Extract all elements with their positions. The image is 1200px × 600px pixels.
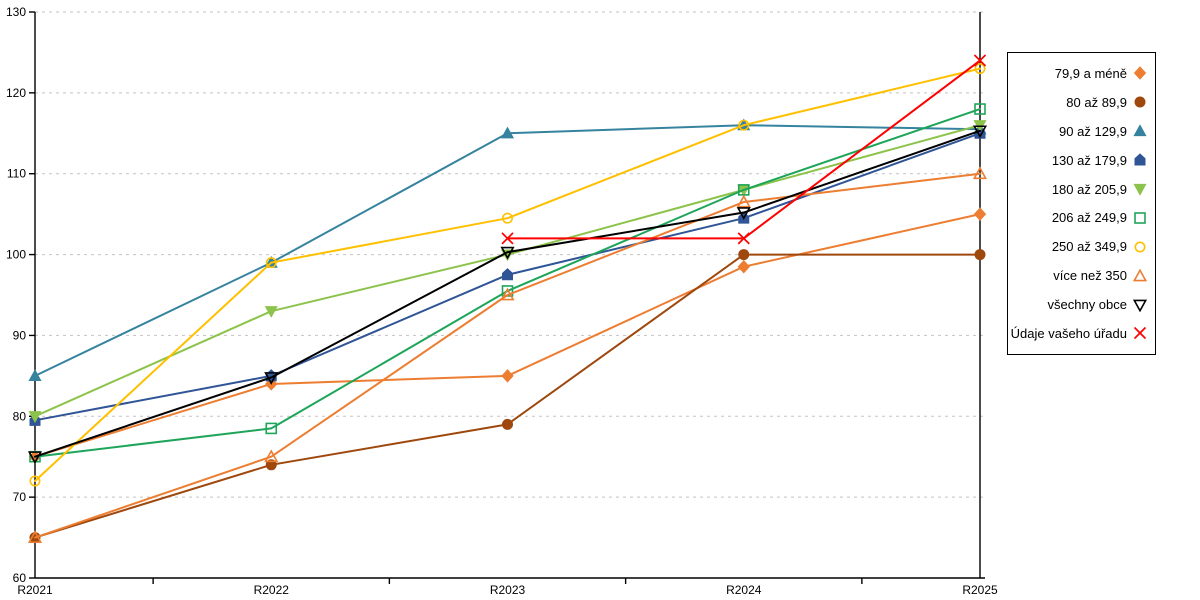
y-tick-label: 110 bbox=[7, 167, 26, 181]
legend-item: 180 až 205,9 bbox=[1016, 179, 1147, 199]
marker-x bbox=[1133, 327, 1147, 340]
legend-label: 206 až 249,9 bbox=[1051, 210, 1127, 226]
series-line bbox=[34, 253, 981, 539]
marker-square bbox=[974, 103, 986, 115]
legend-item: 250 až 349,9 bbox=[1016, 237, 1147, 257]
marker-diamond bbox=[1133, 66, 1147, 81]
legend-marker-icon bbox=[1133, 183, 1147, 196]
marker-diamond bbox=[737, 259, 750, 274]
marker-triangle-up bbox=[27, 530, 43, 543]
marker-x bbox=[737, 232, 750, 245]
series-line bbox=[34, 129, 981, 458]
legend-label: všechny obce bbox=[1047, 297, 1128, 313]
x-category-label: R2021 bbox=[17, 583, 53, 597]
legend-label: 79,9 a méně bbox=[1054, 65, 1127, 81]
marker-triangle-up bbox=[500, 126, 515, 139]
x-category-label: R2023 bbox=[490, 583, 526, 597]
legend-label: 130 až 179,9 bbox=[1051, 152, 1127, 168]
marker-triangle-up bbox=[1133, 268, 1147, 282]
marker-triangle-up bbox=[500, 287, 515, 301]
y-tick-label: 80 bbox=[13, 409, 27, 423]
legend-item: 90 až 129,9 bbox=[1016, 121, 1147, 141]
y-tick-label: 90 bbox=[13, 328, 27, 342]
marker-triangle-down bbox=[1133, 183, 1147, 196]
legend-label: Údaje vašeho úřadu bbox=[1010, 325, 1127, 341]
legend-item: Údaje vašeho úřadu bbox=[1011, 323, 1147, 343]
marker-triangle-down bbox=[972, 125, 988, 139]
marker-triangle-up bbox=[1133, 124, 1147, 137]
legend-marker-icon bbox=[1133, 299, 1147, 312]
marker-circle bbox=[265, 257, 277, 269]
legend-item: více než 350 bbox=[1016, 266, 1147, 286]
marker-diamond bbox=[973, 207, 987, 221]
marker-pentagon bbox=[1134, 153, 1146, 166]
marker-triangle-up bbox=[736, 194, 751, 208]
legend-marker-icon bbox=[1133, 66, 1147, 81]
legend-item: všechny obce bbox=[1016, 295, 1147, 315]
legend-label: 250 až 349,9 bbox=[1051, 239, 1127, 255]
legend-marker-icon bbox=[1134, 96, 1146, 108]
marker-circle bbox=[974, 249, 986, 261]
marker-circle bbox=[974, 63, 986, 75]
legend-marker-icon bbox=[1134, 212, 1146, 224]
marker-triangle-down bbox=[264, 306, 278, 318]
marker-circle bbox=[29, 475, 41, 487]
legend-label: 90 až 129,9 bbox=[1059, 123, 1127, 139]
marker-triangle-down bbox=[28, 411, 42, 424]
y-tick-label: 130 bbox=[6, 5, 26, 19]
marker-triangle-down bbox=[1133, 299, 1147, 312]
legend-item: 80 až 89,9 bbox=[1016, 92, 1147, 112]
marker-triangle-down bbox=[500, 246, 515, 260]
y-tick-label: 60 bbox=[13, 571, 27, 585]
series-line bbox=[34, 172, 981, 539]
marker-square bbox=[265, 422, 278, 435]
legend-marker-icon bbox=[1134, 153, 1146, 166]
x-category-label: R2025 bbox=[962, 583, 998, 597]
legend-item: 206 až 249,9 bbox=[1016, 208, 1147, 228]
marker-x bbox=[973, 54, 987, 67]
marker-triangle-down bbox=[736, 207, 751, 220]
marker-triangle-down bbox=[264, 372, 279, 385]
marker-triangle-up bbox=[972, 166, 988, 180]
marker-circle bbox=[502, 418, 513, 430]
series-line bbox=[34, 67, 981, 482]
series-line bbox=[34, 108, 981, 458]
marker-circle bbox=[265, 459, 277, 471]
legend-label: více než 350 bbox=[1053, 268, 1127, 284]
legend-label: 80 až 89,9 bbox=[1066, 94, 1127, 110]
marker-x bbox=[501, 232, 514, 245]
chart-legend: 79,9 a méně 80 až 89,9 90 až 129,9 130 až 1… bbox=[1007, 52, 1156, 355]
y-tick-label: 100 bbox=[6, 248, 26, 262]
legend-marker-icon bbox=[1133, 327, 1147, 340]
marker-circle bbox=[738, 119, 750, 131]
marker-triangle-down bbox=[27, 451, 43, 465]
legend-label: 180 až 205,9 bbox=[1051, 181, 1127, 197]
legend-marker-icon bbox=[1134, 241, 1146, 253]
legend-item: 130 až 179,9 bbox=[1016, 150, 1147, 170]
marker-circle bbox=[738, 249, 750, 261]
x-category-label: R2022 bbox=[254, 583, 290, 597]
marker-diamond bbox=[501, 369, 514, 383]
x-category-label: R2024 bbox=[726, 583, 762, 597]
marker-circle bbox=[501, 212, 513, 224]
y-tick-label: 70 bbox=[13, 490, 27, 504]
marker-circle bbox=[1134, 241, 1146, 253]
marker-triangle-up bbox=[28, 369, 42, 381]
y-tick-label: 120 bbox=[6, 86, 26, 100]
marker-pentagon bbox=[974, 126, 986, 139]
marker-square bbox=[1134, 212, 1146, 224]
marker-triangle-up bbox=[264, 449, 279, 463]
legend-marker-icon bbox=[1133, 124, 1147, 137]
marker-circle bbox=[1134, 96, 1146, 108]
legend-item: 79,9 a méně bbox=[1016, 63, 1147, 83]
marker-pentagon bbox=[502, 268, 513, 281]
legend-marker-icon bbox=[1133, 268, 1147, 282]
